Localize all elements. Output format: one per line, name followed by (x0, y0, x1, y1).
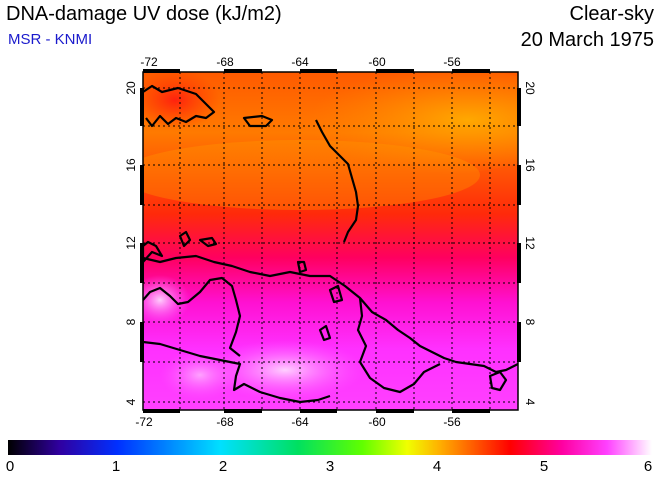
colorbar-label: 0 (5, 458, 15, 475)
lat-label: 4 (124, 398, 138, 405)
lat-label: 8 (124, 318, 138, 325)
lat-label: 4 (523, 399, 537, 406)
lon-label: -60 (368, 55, 386, 69)
lon-label: -56 (443, 55, 461, 69)
lon-label: -56 (443, 415, 461, 429)
lon-labels-bottom: -72 -68 -64 -60 -56 (135, 415, 461, 429)
lon-label: -64 (291, 55, 309, 69)
lon-label: -60 (368, 415, 386, 429)
coastlines (143, 84, 518, 404)
lat-label: 20 (124, 81, 138, 95)
colorbar-label: 4 (432, 458, 442, 475)
lon-label: -68 (216, 55, 234, 69)
lat-labels-right: 4 8 12 16 20 (523, 81, 537, 405)
lat-label: 16 (523, 158, 537, 172)
map-date: 20 March 1975 (520, 29, 654, 51)
lat-label: 20 (523, 81, 537, 95)
lat-label: 12 (523, 236, 537, 250)
lat-label: 8 (523, 319, 537, 326)
lat-label: 16 (124, 158, 138, 172)
map-subtitle: MSR - KNMI (8, 31, 93, 48)
lon-label: -72 (140, 55, 158, 69)
map-title: DNA-damage UV dose (kJ/m2) (6, 3, 282, 25)
colorbar-label: 2 (218, 458, 228, 475)
graticule (143, 72, 518, 410)
lon-label: -64 (291, 415, 309, 429)
colorbar-label: 3 (325, 458, 335, 475)
colorbar-label: 1 (111, 458, 121, 475)
colorbar-label: 5 (539, 458, 549, 475)
lon-label: -72 (135, 415, 153, 429)
colorbar (8, 440, 652, 455)
lat-labels-left: 4 8 12 16 20 (124, 81, 138, 405)
map-frame (140, 69, 521, 413)
sky-condition: Clear-sky (569, 3, 654, 25)
lat-label: 12 (124, 236, 138, 250)
lon-labels-top: -72 -68 -64 -60 -56 (140, 55, 461, 69)
colorbar-label: 6 (643, 458, 653, 475)
lon-label: -68 (216, 415, 234, 429)
